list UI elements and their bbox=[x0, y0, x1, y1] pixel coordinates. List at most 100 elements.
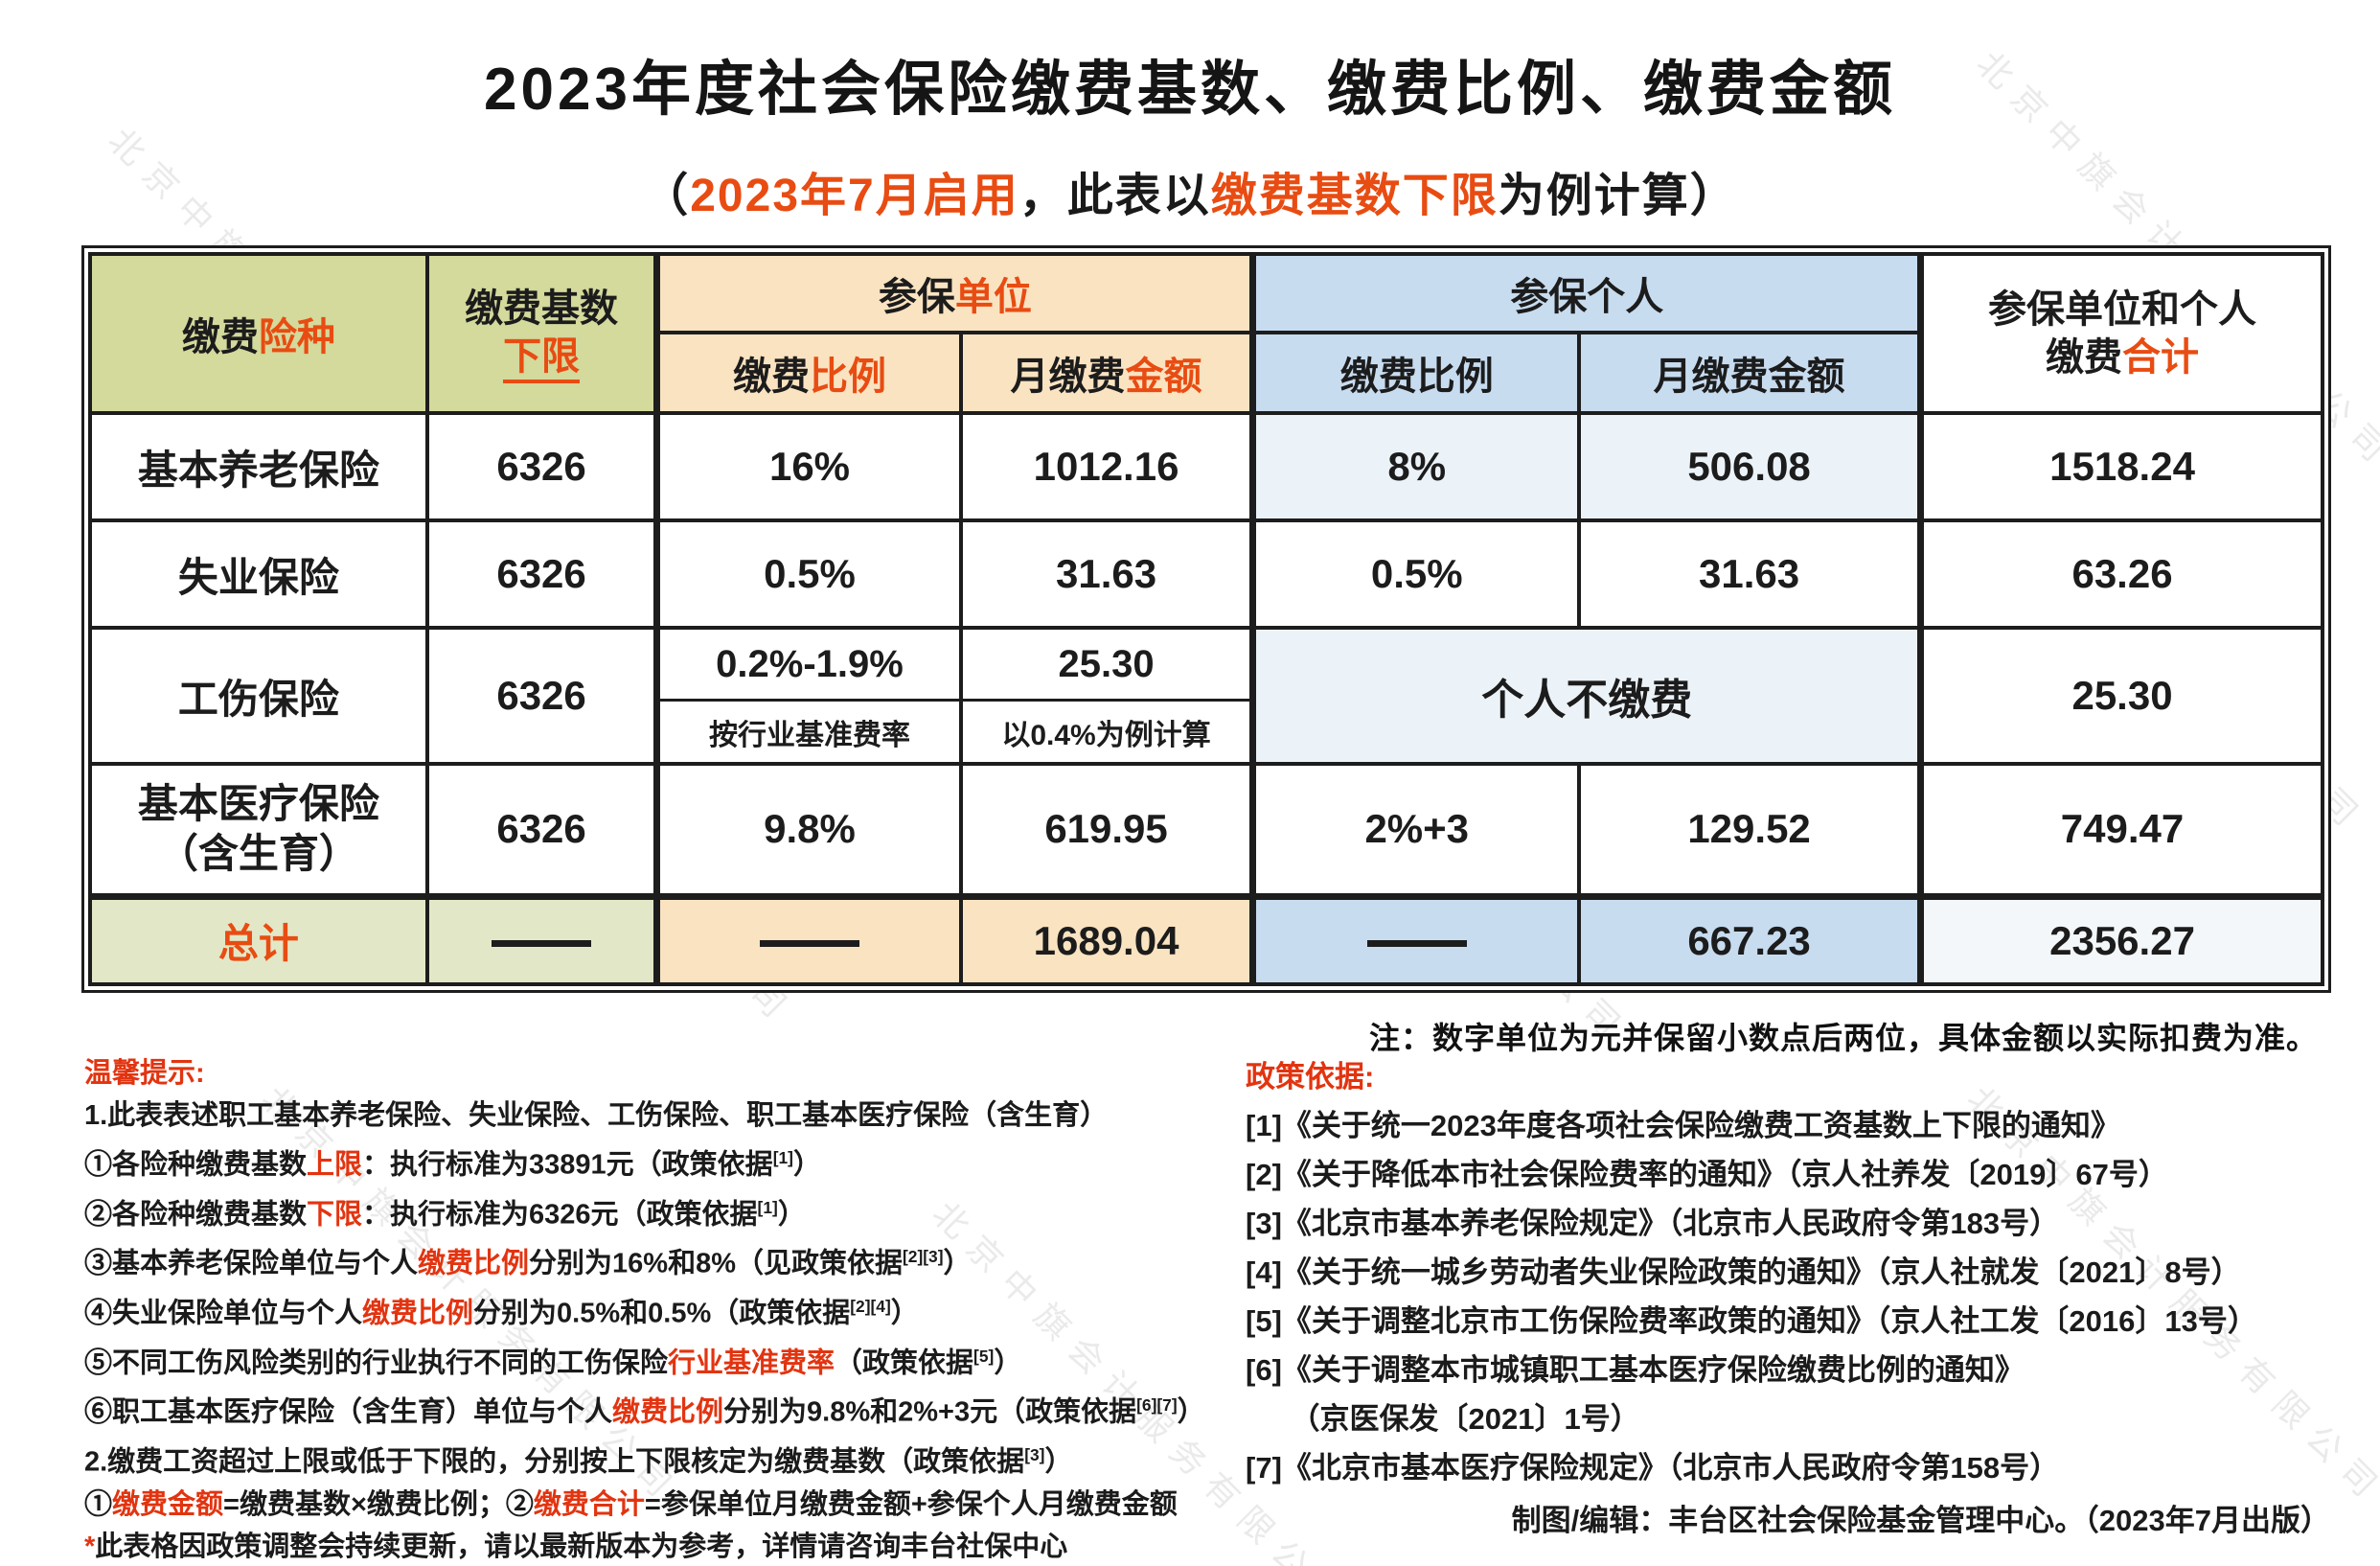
header-insurance-type-label: 缴费 bbox=[181, 316, 259, 358]
total-employer-amount-cell: 1689.04 bbox=[958, 892, 1255, 986]
table-row-unemployment: 失业保险 6326 0.5% 31.63 0.5% 31.63 63.26 bbox=[88, 518, 2325, 630]
contribution-table-frame: 缴费险种 缴费基数 下限 参保单位 参保个人 参保单位和个人 缴费合计 缴费比例… bbox=[81, 245, 2331, 993]
note-line: [1]《关于统一2023年度各项社会保险缴费工资基数上下限的通知》 bbox=[1246, 1109, 2120, 1142]
warm-tips-heading: 温馨提示: bbox=[84, 1058, 205, 1089]
header-sum-line2: 缴费 bbox=[2046, 336, 2123, 379]
table-row-total: 总计 1689.04 667.23 2356.27 bbox=[88, 892, 2325, 986]
employer-amount-split-cell: 25.30 以0.4%为例计算 bbox=[958, 626, 1255, 766]
note-line: *此表格因政策调整会持续更新，请以最新版本为参考，详情请咨询丰台社保中心 bbox=[84, 1531, 1068, 1562]
total-label-cell: 总计 bbox=[88, 892, 429, 986]
employer-ratio-cell: 9.8% bbox=[653, 762, 963, 898]
total-sum-cell: 2356.27 bbox=[1917, 892, 2325, 986]
header-sum-accent: 合计 bbox=[2122, 336, 2200, 379]
note-line: [7]《北京市基本医疗保险规定》（北京市人民政府令第158号） bbox=[1246, 1451, 2060, 1485]
row-name-line1: 基本医疗保险 bbox=[137, 780, 379, 826]
table-row-medical: 基本医疗保险 （含生育） 6326 9.8% 619.95 2%+3 129.5… bbox=[88, 762, 2325, 898]
header-employer-amount-black: 月缴费 bbox=[1010, 356, 1126, 398]
subtitle-mid: ，此表以 bbox=[1018, 171, 1211, 221]
sum-cell: 749.47 bbox=[1917, 762, 2325, 898]
em-dash bbox=[1366, 940, 1467, 948]
header-employer-amount-accent: 金额 bbox=[1125, 356, 1202, 398]
row-name-line2: （含生育） bbox=[157, 831, 359, 877]
notes-policy-basis: 政策依据: [1]《关于统一2023年度各项社会保险缴费工资基数上下限的通知》[… bbox=[1246, 1052, 2330, 1544]
em-dash bbox=[492, 940, 592, 948]
header-group-sum: 参保单位和个人 缴费合计 bbox=[1917, 252, 2325, 415]
page-subtitle: （2023年7月启用，此表以缴费基数下限为例计算） bbox=[0, 157, 2380, 224]
warm-tips-lines: 1.此表表述职工基本养老保险、失业保险、工伤保险、职工基本医疗保险（含生育） ①各… bbox=[84, 1094, 1244, 1566]
note-line: ①各险种缴费基数上限：执行标准为33891元（政策依据[1]） bbox=[84, 1148, 821, 1181]
em-dash bbox=[760, 940, 859, 948]
base-cell: 6326 bbox=[424, 411, 659, 522]
note-line: [6]《关于调整本市城镇职工基本医疗保险缴费比例的通知》 bbox=[1246, 1353, 2025, 1387]
individual-ratio-cell: 0.5% bbox=[1249, 518, 1582, 630]
table-unit-note: 注：数字单位为元并保留小数点后两位，具体金额以实际扣费为准。 bbox=[1368, 1021, 2318, 1055]
base-cell: 6326 bbox=[424, 518, 659, 630]
subtitle-highlight-base-floor: 缴费基数下限 bbox=[1210, 171, 1499, 221]
base-cell: 6326 bbox=[424, 626, 659, 766]
page-title: 2023年度社会保险缴费基数、缴费比例、缴费金额 bbox=[484, 57, 1896, 123]
header-insurance-type: 缴费险种 bbox=[88, 252, 429, 415]
employer-ratio-split-cell: 0.2%-1.9% 按行业基准费率 bbox=[653, 626, 963, 766]
employer-amount-value: 25.30 bbox=[1058, 642, 1155, 685]
employer-amount-note: 以0.4%为例计算 bbox=[964, 699, 1249, 760]
credit-line: 制图/编辑：丰台区社会保险基金管理中心。（2023年7月出版） bbox=[1511, 1504, 2330, 1537]
header-group-individual: 参保个人 bbox=[1249, 252, 1923, 334]
row-name-cell: 工伤保险 bbox=[88, 626, 429, 766]
table-row-work-injury: 工伤保险 6326 0.2%-1.9% 按行业基准费率 25.30 以0.4%为… bbox=[88, 626, 2325, 766]
base-cell: 6326 bbox=[424, 762, 659, 898]
note-line: 1.此表表述职工基本养老保险、失业保险、工伤保险、职工基本医疗保险（含生育） bbox=[84, 1100, 1109, 1131]
header-base-line2: 下限 bbox=[503, 335, 581, 383]
header-individual-amount: 月缴费金额 bbox=[1577, 331, 1923, 415]
header-employer-ratio: 缴费比例 bbox=[653, 331, 963, 415]
header-employer-amount: 月缴费金额 bbox=[958, 331, 1255, 415]
note-line: [2]《关于降低本市社会保险费率的通知》（京人社养发〔2019〕67号） bbox=[1246, 1158, 2168, 1191]
individual-amount-cell: 31.63 bbox=[1577, 518, 1923, 630]
sum-cell: 25.30 bbox=[1917, 626, 2325, 766]
employer-ratio-cell: 0.5% bbox=[653, 518, 963, 630]
header-group-employer: 参保单位 bbox=[653, 252, 1255, 334]
contribution-table: 缴费险种 缴费基数 下限 参保单位 参保个人 参保单位和个人 缴费合计 缴费比例… bbox=[88, 252, 2325, 986]
header-sum-line1: 参保单位和个人 bbox=[1988, 288, 2257, 331]
employer-ratio-range: 0.2%-1.9% bbox=[716, 642, 904, 685]
individual-amount-cell: 129.52 bbox=[1577, 762, 1923, 898]
row-name-cell: 基本养老保险 bbox=[88, 411, 429, 522]
individual-amount-cell: 506.08 bbox=[1577, 411, 1923, 522]
header-row-sub: 缴费比例 月缴费金额 缴费比例 月缴费金额 bbox=[90, 331, 2323, 415]
row-name-cell: 基本医疗保险 （含生育） bbox=[88, 762, 429, 898]
notes-warm-tips: 温馨提示: 1.此表表述职工基本养老保险、失业保险、工伤保险、职工基本医疗保险（… bbox=[84, 1052, 1244, 1566]
note-line: ⑥职工基本医疗保险（含生育）单位与个人缴费比例分别为9.8%和2%+3元（政策依… bbox=[84, 1395, 1205, 1428]
note-line: ③基本养老保险单位与个人缴费比例分别为16%和8%（见政策依据[2][3]） bbox=[84, 1247, 972, 1279]
employer-amount-cell: 31.63 bbox=[958, 518, 1255, 630]
employer-amount-cell: 1012.16 bbox=[958, 411, 1255, 522]
row-name-cell: 失业保险 bbox=[88, 518, 429, 630]
header-employer-ratio-accent: 比例 bbox=[810, 356, 886, 398]
note-line: [3]《北京市基本养老保险规定》（北京市人民政府令第183号） bbox=[1246, 1207, 2060, 1240]
note-line: ⑤不同工伤风险类别的行业执行不同的工伤保险行业基准费率（政策依据[5]） bbox=[84, 1346, 1022, 1379]
header-individual-ratio: 缴费比例 bbox=[1249, 331, 1582, 415]
policy-basis-lines: [1]《关于统一2023年度各项社会保险缴费工资基数上下限的通知》 [2]《关于降… bbox=[1246, 1101, 2330, 1492]
header-employer-black: 参保 bbox=[878, 276, 955, 318]
header-base-line1: 缴费基数 bbox=[465, 287, 619, 330]
subtitle-tail: 为例计算） bbox=[1498, 171, 1738, 221]
total-base-dash-cell bbox=[424, 892, 659, 986]
individual-ratio-cell: 8% bbox=[1249, 411, 1582, 522]
sum-cell: 1518.24 bbox=[1917, 411, 2325, 522]
subtitle-open: （ bbox=[642, 171, 691, 221]
total-individual-ratio-dash-cell bbox=[1249, 892, 1582, 986]
employer-amount-cell: 619.95 bbox=[958, 762, 1255, 898]
employer-ratio-note: 按行业基准费率 bbox=[663, 699, 957, 760]
header-base-floor: 缴费基数 下限 bbox=[424, 252, 659, 415]
header-employer-ratio-black: 缴费 bbox=[733, 356, 810, 398]
header-row-groups: 缴费险种 缴费基数 下限 参保单位 参保个人 参保单位和个人 缴费合计 bbox=[88, 252, 2325, 415]
table-row-pension: 基本养老保险 6326 16% 1012.16 8% 506.08 1518.2… bbox=[88, 411, 2325, 522]
individual-no-payment-cell: 个人不缴费 bbox=[1249, 626, 1923, 766]
subtitle-highlight-start-date: 2023年7月启用 bbox=[690, 171, 1019, 221]
header-employer-accent: 单位 bbox=[954, 276, 1032, 318]
note-line: ④失业保险单位与个人缴费比例分别为0.5%和0.5%（政策依据[2][4]） bbox=[84, 1296, 919, 1329]
note-line: ①缴费金额=缴费基数×缴费比例；②缴费合计=参保单位月缴费金额+参保个人月缴费金… bbox=[84, 1488, 1178, 1520]
note-line: [5]《关于调整北京市工伤保险费率政策的通知》（京人社工发〔2016〕13号） bbox=[1246, 1304, 2257, 1338]
policy-basis-heading: 政策依据: bbox=[1246, 1060, 1375, 1094]
employer-ratio-cell: 16% bbox=[653, 411, 963, 522]
header-insurance-type-accent: 险种 bbox=[258, 316, 335, 358]
note-line: （京医保发〔2021〕1号） bbox=[1246, 1402, 1640, 1436]
